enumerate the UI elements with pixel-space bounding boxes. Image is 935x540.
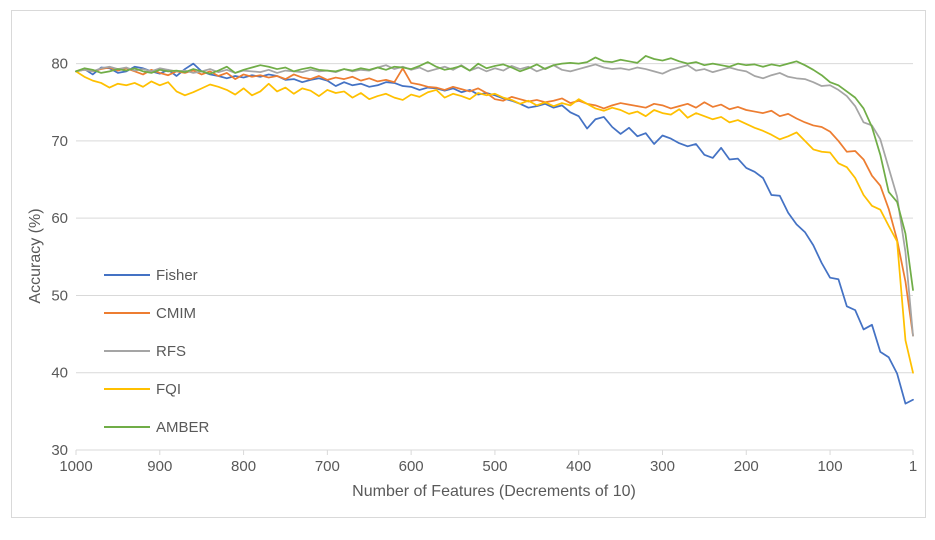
x-tick-label: 500	[482, 458, 507, 475]
y-axis-title: Accuracy (%)	[27, 208, 44, 303]
y-tick-label: 40	[51, 365, 68, 382]
y-tick-label: 60	[51, 210, 68, 227]
legend-label-rfs: RFS	[156, 343, 186, 360]
series-lines	[75, 55, 914, 405]
x-axis-title: Number of Features (Decrements of 10)	[352, 483, 636, 500]
x-tick-label: 800	[231, 458, 256, 475]
chart-frame	[11, 10, 926, 518]
legend-label-fqi: FQI	[156, 381, 181, 398]
series-line-fqi	[75, 70, 914, 374]
series-line-cmim	[75, 66, 914, 337]
gridlines: 30 40 50 60 70 80	[51, 56, 913, 459]
x-tick-label: 900	[147, 458, 172, 475]
series-line-amber	[75, 55, 914, 291]
legend-label-fisher: Fisher	[156, 267, 198, 284]
x-tick-label: 1	[909, 458, 917, 475]
series-line-fisher	[75, 62, 914, 405]
x-tick-label: 300	[650, 458, 675, 475]
y-tick-label: 30	[51, 442, 68, 459]
y-tick-label: 80	[51, 56, 68, 73]
x-axis-ticks: 1000 900 800 700 600 500 400 300 200 100 1	[59, 450, 917, 475]
legend: Fisher CMIM RFS FQI AMBER	[104, 267, 210, 436]
x-tick-label: 1000	[59, 458, 92, 475]
x-tick-label: 700	[315, 458, 340, 475]
legend-label-cmim: CMIM	[156, 305, 196, 322]
x-tick-label: 600	[399, 458, 424, 475]
legend-label-amber: AMBER	[156, 419, 210, 436]
x-tick-label: 400	[566, 458, 591, 475]
x-tick-label: 100	[818, 458, 843, 475]
y-tick-label: 50	[51, 287, 68, 304]
y-tick-label: 70	[51, 133, 68, 150]
x-tick-label: 200	[734, 458, 759, 475]
